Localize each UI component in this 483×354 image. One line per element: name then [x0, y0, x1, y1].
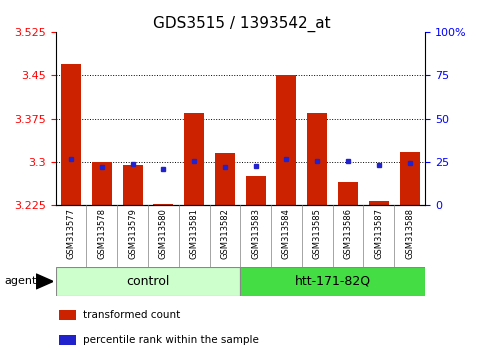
Bar	[59, 310, 76, 320]
Bar	[240, 267, 425, 296]
Text: GDS3515 / 1393542_at: GDS3515 / 1393542_at	[153, 16, 330, 32]
Bar	[92, 162, 112, 205]
Bar	[276, 75, 297, 205]
Text: GSM313586: GSM313586	[343, 209, 353, 259]
Polygon shape	[36, 274, 53, 289]
Bar	[153, 204, 173, 205]
Bar	[338, 182, 358, 205]
Bar	[59, 335, 76, 345]
Bar	[56, 267, 241, 296]
Text: GSM313578: GSM313578	[97, 209, 106, 259]
Bar	[215, 153, 235, 205]
Bar	[369, 201, 389, 205]
Bar	[307, 113, 327, 205]
Text: control: control	[126, 275, 170, 288]
Bar	[184, 113, 204, 205]
Text: htt-171-82Q: htt-171-82Q	[295, 275, 371, 288]
Text: percentile rank within the sample: percentile rank within the sample	[83, 335, 259, 345]
Text: GSM313577: GSM313577	[67, 209, 75, 259]
Bar	[61, 64, 81, 205]
Text: agent: agent	[5, 276, 37, 286]
Text: GSM313582: GSM313582	[220, 209, 229, 259]
Text: GSM313587: GSM313587	[374, 209, 384, 259]
Text: GSM313588: GSM313588	[405, 209, 414, 259]
Bar	[246, 176, 266, 205]
Text: GSM313581: GSM313581	[190, 209, 199, 259]
Text: transformed count: transformed count	[83, 310, 181, 320]
Bar	[399, 152, 420, 205]
Text: GSM313583: GSM313583	[251, 209, 260, 259]
Text: GSM313579: GSM313579	[128, 209, 137, 259]
Text: GSM313585: GSM313585	[313, 209, 322, 259]
Text: GSM313584: GSM313584	[282, 209, 291, 259]
Bar	[123, 165, 142, 205]
Text: GSM313580: GSM313580	[159, 209, 168, 259]
